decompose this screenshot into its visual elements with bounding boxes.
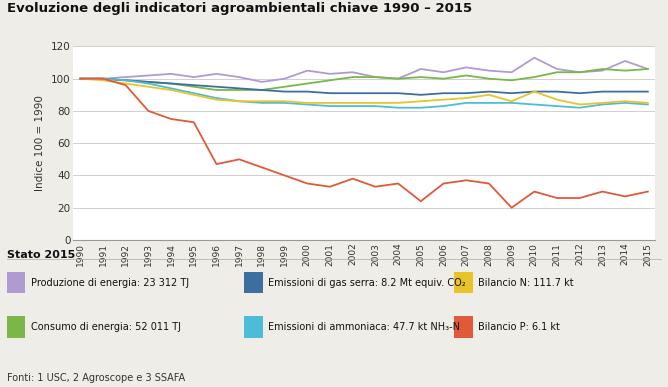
Text: Produzione di energia: 23 312 TJ: Produzione di energia: 23 312 TJ [31,277,189,288]
Text: Emissioni di gas serra: 8.2 Mt equiv. CO₂: Emissioni di gas serra: 8.2 Mt equiv. CO… [268,277,466,288]
Text: Emissioni di ammoniaca: 47.7 kt NH₃-N: Emissioni di ammoniaca: 47.7 kt NH₃-N [268,322,460,332]
Text: Fonti: 1 USC, 2 Agroscope e 3 SSAFA: Fonti: 1 USC, 2 Agroscope e 3 SSAFA [7,373,185,383]
Text: Evoluzione degli indicatori agroambientali chiave 1990 – 2015: Evoluzione degli indicatori agroambienta… [7,2,472,15]
Text: Bilancio N: 111.7 kt: Bilancio N: 111.7 kt [478,277,574,288]
Text: Stato 2015: Stato 2015 [7,250,75,260]
Text: Consumo di energia: 52 011 TJ: Consumo di energia: 52 011 TJ [31,322,181,332]
Y-axis label: Indice 100 = 1990: Indice 100 = 1990 [35,95,45,191]
Text: Bilancio P: 6.1 kt: Bilancio P: 6.1 kt [478,322,560,332]
